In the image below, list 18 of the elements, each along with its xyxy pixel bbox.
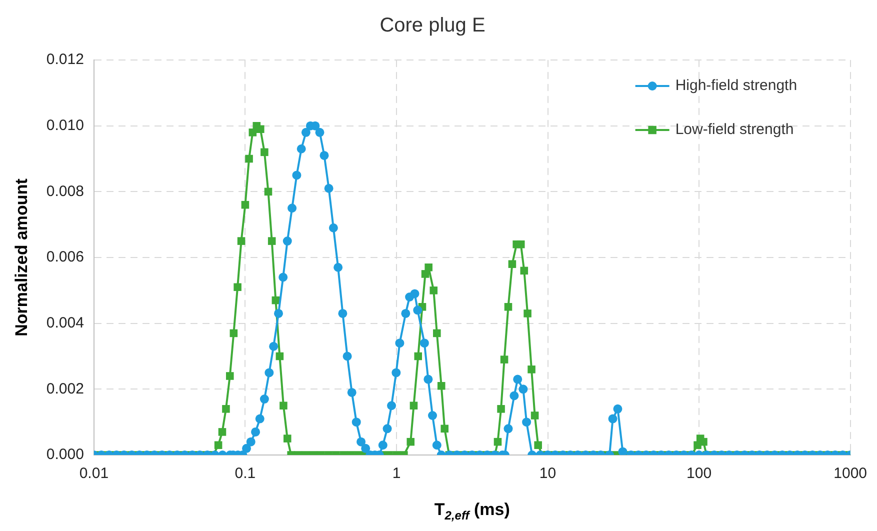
y-tick-label: 0.008 xyxy=(46,182,84,200)
y-tick-label: 0.010 xyxy=(46,116,84,134)
y-tick-label: 0.012 xyxy=(46,51,84,68)
chart-title: Core plug E xyxy=(380,14,486,37)
x-axis-title: T$_{2,eff}$ (ms) xyxy=(434,500,510,522)
y-axis-title: Normalized amount xyxy=(12,178,31,336)
y-tick-label: 0.006 xyxy=(46,248,84,266)
legend-label: Low-field strength xyxy=(675,121,794,138)
y-tick-label: 0.000 xyxy=(46,446,84,464)
x-tick-label: 1000 xyxy=(834,465,868,482)
y-tick-label: 0.002 xyxy=(46,380,84,398)
x-tick-label: 0.01 xyxy=(79,465,109,482)
x-tick-label: 1 xyxy=(392,465,401,482)
y-tick-label: 0.004 xyxy=(46,314,84,332)
x-tick-label: 0.1 xyxy=(234,465,256,482)
x-tick-label: 10 xyxy=(539,465,556,482)
legend-label: High-field strength xyxy=(675,77,798,94)
x-tick-label: 100 xyxy=(686,465,712,482)
